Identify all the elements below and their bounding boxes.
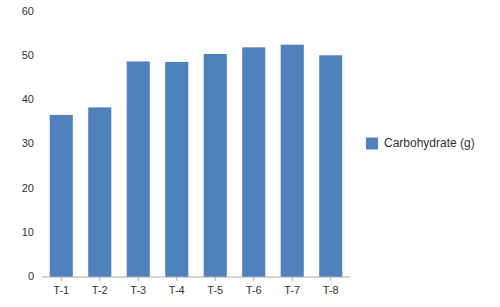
chart-container: 0 10 20 30 40 50 60 T-1 T-2 T-3 T-4 T-5 T-6 T-7 T-8 Car… — [0, 0, 500, 307]
y-tick-label: 0 — [28, 270, 34, 282]
x-axis: T-1 T-2 T-3 T-4 T-5 T-6 T-7 T-8 — [42, 277, 350, 296]
x-tick — [292, 277, 293, 281]
bar — [165, 62, 188, 277]
bars — [50, 45, 343, 277]
x-tick — [176, 277, 177, 281]
bar — [319, 55, 342, 277]
legend: Carbohydrate (g) — [366, 136, 475, 150]
x-tick-label: T-6 — [246, 284, 262, 296]
bar — [204, 54, 227, 277]
bar — [88, 107, 111, 277]
bar — [127, 61, 150, 277]
x-tick — [215, 277, 216, 281]
y-tick-label: 10 — [22, 226, 34, 238]
y-tick-label: 50 — [22, 49, 34, 61]
x-tick-label: T-1 — [53, 284, 69, 296]
x-tick-label: T-4 — [169, 284, 185, 296]
y-tick-label: 40 — [22, 93, 34, 105]
x-tick-label: T-3 — [130, 284, 146, 296]
y-tick-label: 30 — [22, 137, 34, 149]
bar — [50, 115, 73, 277]
legend-label: Carbohydrate (g) — [384, 136, 475, 150]
y-axis: 0 10 20 30 40 50 60 — [22, 5, 34, 282]
x-tick — [330, 277, 331, 281]
x-tick-label: T-5 — [207, 284, 223, 296]
x-tick-label: T-7 — [284, 284, 300, 296]
legend-swatch — [366, 138, 378, 150]
y-tick-label: 60 — [22, 5, 34, 17]
y-tick-label: 20 — [22, 182, 34, 194]
x-tick-label: T-2 — [92, 284, 108, 296]
bar — [242, 47, 265, 277]
chart-svg: 0 10 20 30 40 50 60 T-1 T-2 T-3 T-4 T-5 T-6 T-7 T-8 Car… — [0, 0, 500, 307]
x-tick — [138, 277, 139, 281]
x-axis-line — [42, 277, 350, 278]
x-tick — [253, 277, 254, 281]
x-tick — [61, 277, 62, 281]
x-tick — [99, 277, 100, 281]
x-tick-label: T-8 — [323, 284, 339, 296]
bar — [281, 45, 304, 277]
